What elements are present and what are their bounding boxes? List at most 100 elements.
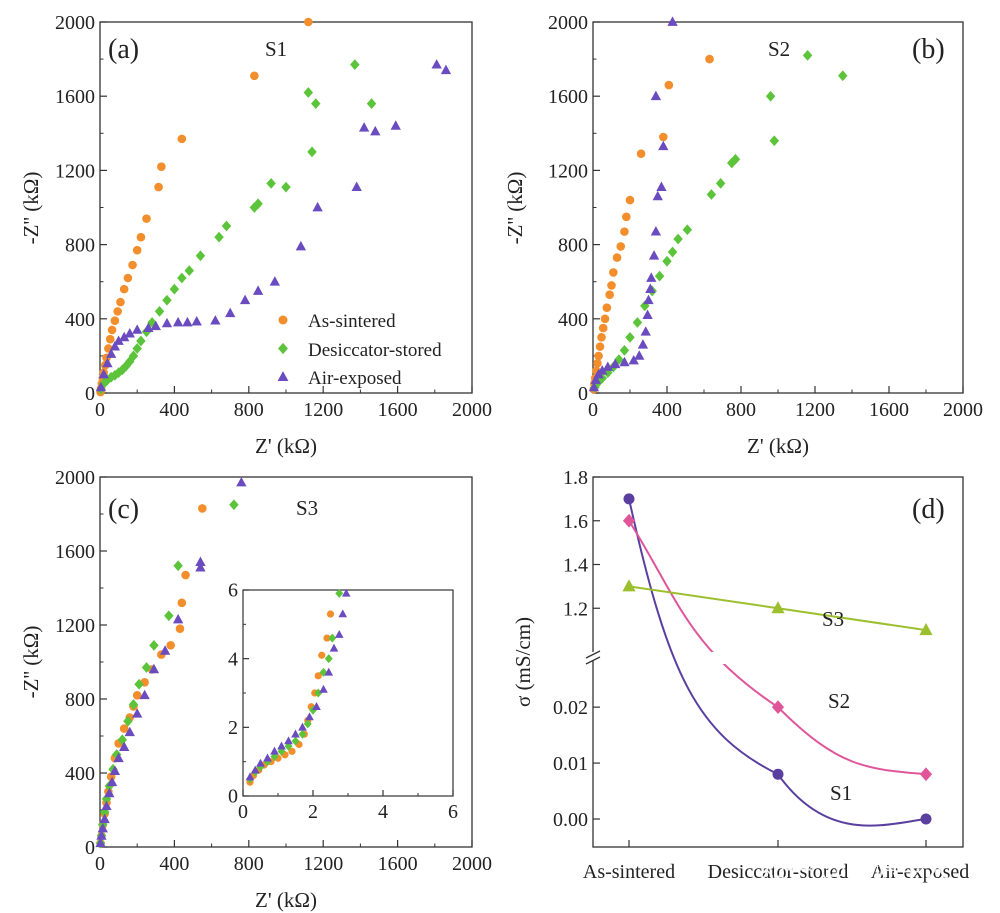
data-point-desiccator-stored: [298, 729, 307, 739]
x-tick-label: 0: [95, 853, 105, 875]
data-point-desiccator-stored: [291, 736, 300, 746]
series-label-s3: S3: [822, 607, 844, 631]
y-tick-label: 0: [228, 786, 238, 808]
data-point-air-exposed: [319, 684, 328, 693]
x-tick-label: 2000: [452, 399, 492, 421]
x-tick-label: 2: [308, 801, 318, 823]
data-point-air-exposed: [650, 90, 662, 101]
y-tick-label: 0: [578, 383, 588, 405]
data-point-desiccator-stored: [619, 344, 630, 356]
data-point-as-sintered: [625, 195, 635, 205]
data-point-as-sintered: [136, 232, 146, 242]
data-point-desiccator-stored: [128, 350, 139, 362]
data-point-desiccator-stored: [177, 272, 187, 284]
y-tick-label: 800: [65, 235, 95, 257]
data-point-air-exposed: [195, 556, 206, 566]
data-point-desiccator-stored: [173, 560, 183, 572]
data-point-air-exposed: [124, 328, 135, 338]
data-point-air-exposed: [646, 272, 657, 282]
data-point-as-sintered: [597, 333, 606, 342]
data-point-air-exposed: [269, 276, 280, 286]
data-point-desiccator-stored: [303, 719, 312, 729]
legend-air-exposed: Air-exposed: [308, 368, 402, 389]
data-point-desiccator-stored: [632, 317, 643, 328]
legend: As-sintered Desiccator-stored Air-expose…: [277, 311, 442, 389]
data-point-air-exposed: [370, 125, 381, 136]
panel-b-label: (b): [912, 34, 945, 65]
data-point-desiccator-stored: [149, 639, 159, 651]
data-point-desiccator-stored: [769, 135, 780, 147]
data-point-as-sintered: [609, 268, 618, 277]
data-point-desiccator-stored: [134, 678, 144, 690]
y-tick-label: 2: [228, 717, 238, 739]
data-point-as-sintered: [177, 598, 187, 608]
data-point-air-exposed: [619, 356, 630, 367]
data-point-desiccator-stored: [673, 233, 683, 245]
data-point-as-sintered: [593, 359, 602, 368]
data-point-air-exposed: [148, 663, 160, 674]
data-point-as-sintered: [142, 214, 151, 223]
data-point-desiccator-stored: [682, 224, 693, 236]
data-point-air-exposed: [109, 765, 121, 776]
x-tick-label: 0: [95, 399, 105, 421]
data-point-desiccator-stored: [715, 178, 726, 189]
data-point-air-exposed: [643, 294, 654, 305]
data-point-s1: [920, 813, 932, 825]
y-tick-label: 1600: [55, 86, 95, 108]
data-point-as-sintered: [107, 325, 117, 335]
data-point-desiccator-stored: [132, 343, 142, 354]
data-point-air-exposed: [642, 309, 653, 319]
data-point-desiccator-stored: [640, 300, 650, 312]
data-point-s3: [771, 601, 785, 614]
y-tick-label: 1200: [548, 160, 588, 182]
data-point-desiccator-stored: [123, 715, 133, 727]
data-point-air-exposed: [270, 746, 279, 755]
y-tick-label: 1.4: [563, 555, 588, 577]
data-point-air-exposed: [159, 645, 171, 655]
data-point-air-exposed: [351, 181, 362, 191]
data-point-as-sintered: [314, 672, 322, 680]
data-point-air-exposed: [96, 830, 107, 840]
legend-marker-air-exposed: [277, 371, 289, 382]
data-point-air-exposed: [440, 64, 452, 75]
data-point-air-exposed: [628, 354, 639, 365]
data-point-desiccator-stored: [802, 50, 813, 61]
y-tick-label: 1.6: [563, 511, 588, 533]
panel-a-ylabel: -Z'' (kΩ): [19, 172, 43, 245]
data-point-air-exposed: [95, 381, 107, 392]
data-point-desiccator-stored: [614, 354, 624, 365]
data-point-desiccator-stored: [141, 662, 152, 673]
data-point-desiccator-stored: [214, 231, 224, 243]
panel-c-xlabel: Z' (kΩ): [255, 888, 317, 912]
data-point-desiccator-stored: [112, 749, 122, 760]
data-point-air-exposed: [104, 787, 115, 798]
data-point-air-exposed: [640, 326, 651, 336]
data-point-air-exposed: [172, 316, 184, 327]
watermark: 知乎 @能源学人: [760, 855, 950, 885]
data-point-air-exposed: [236, 476, 247, 487]
y-tick-label: 0: [85, 383, 95, 405]
inset-frame: [242, 589, 454, 797]
data-point-air-exposed: [341, 588, 351, 597]
data-point-as-sintered: [132, 691, 142, 700]
data-point-as-sintered: [659, 132, 668, 142]
data-point-as-sintered: [157, 162, 166, 171]
y-tick-label: 0.02: [553, 697, 588, 719]
data-point-air-exposed: [98, 368, 109, 379]
data-point-air-exposed: [650, 226, 662, 236]
series-line-s1: [628, 498, 927, 827]
data-point-desiccator-stored: [117, 734, 128, 746]
legend-marker-desiccator-stored: [278, 342, 288, 355]
data-point-air-exposed: [602, 361, 613, 371]
data-point-air-exposed: [252, 285, 264, 295]
data-point-desiccator-stored: [195, 250, 206, 262]
data-point-desiccator-stored: [154, 306, 165, 317]
x-tick-label: 0: [588, 399, 598, 421]
panel-c-label: (c): [108, 494, 139, 525]
data-point-air-exposed: [256, 758, 265, 767]
series-label-s1: S1: [830, 781, 852, 805]
y-tick-label: 400: [65, 309, 95, 331]
data-point-s3: [919, 622, 933, 636]
data-point-desiccator-stored: [667, 246, 678, 258]
